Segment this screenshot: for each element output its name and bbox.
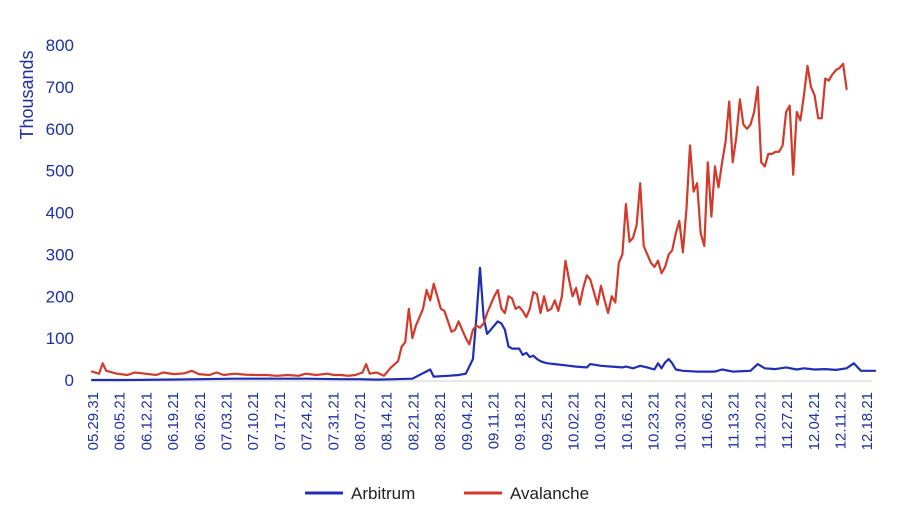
legend-label-avalanche: Avalanche	[510, 484, 589, 503]
x-tick-label: 11.27.21	[779, 392, 796, 449]
x-tick-label: 09.11.21	[485, 392, 502, 449]
y-tick-label: 200	[46, 287, 74, 306]
x-tick-label: 07.31.21	[325, 392, 342, 450]
x-tick-label: 07.17.21	[272, 392, 289, 450]
y-tick-label: 0	[65, 371, 74, 390]
y-tick-label: 500	[46, 162, 74, 181]
y-tick-label: 800	[46, 36, 74, 55]
series-line-arbitrum	[90, 266, 877, 382]
x-tick-label: 08.21.21	[405, 392, 422, 450]
x-tick-label: 12.18.21	[859, 392, 876, 450]
x-tick-label: 06.26.21	[192, 392, 209, 450]
x-tick-label: 09.25.21	[539, 392, 556, 450]
x-tick-label: 10.30.21	[672, 392, 689, 450]
x-tick-label: 11.06.21	[699, 392, 716, 449]
x-tick-label: 11.13.21	[726, 392, 743, 449]
y-axis-label: Thousands	[17, 50, 37, 139]
x-tick-label: 08.28.21	[432, 392, 449, 450]
x-tick-label: 12.04.21	[806, 392, 823, 450]
x-tick-label: 06.05.21	[112, 392, 129, 450]
x-tick-label: 12.11.21	[833, 392, 850, 449]
x-tick-label: 10.23.21	[646, 392, 663, 450]
x-tick-label: 10.09.21	[592, 392, 609, 450]
x-tick-label: 05.29.31	[85, 392, 102, 450]
y-axis-ticks: 0 100 200 300 400 500 600 700 800	[46, 36, 74, 390]
x-tick-label: 10.16.21	[619, 392, 636, 450]
x-tick-label: 06.19.21	[165, 392, 182, 450]
x-tick-label: 11.20.21	[752, 392, 769, 449]
series-line-avalanche	[90, 62, 848, 377]
x-axis-ticks: 05.29.31 06.05.21 06.12.21 06.19.21 06.26.21…	[85, 392, 876, 450]
series-lines	[90, 62, 877, 382]
x-tick-label: 09.18.21	[512, 392, 529, 450]
y-tick-label: 400	[46, 204, 74, 223]
y-tick-label: 300	[46, 245, 74, 264]
x-tick-label: 07.03.21	[218, 392, 235, 450]
x-tick-label: 07.10.21	[245, 392, 262, 450]
legend-label-arbitrum: Arbitrum	[351, 484, 415, 503]
x-tick-label: 08.07.21	[352, 392, 369, 450]
x-tick-label: 07.24.21	[299, 392, 316, 450]
x-tick-label: 09.04.21	[459, 392, 476, 450]
y-tick-label: 100	[46, 329, 74, 348]
x-tick-label: 10.02.21	[566, 392, 583, 450]
x-tick-label: 06.12.21	[138, 392, 155, 450]
legend: Arbitrum Avalanche	[305, 484, 589, 503]
y-tick-label: 600	[46, 120, 74, 139]
x-tick-label: 08.14.21	[379, 392, 396, 450]
y-tick-label: 700	[46, 78, 74, 97]
